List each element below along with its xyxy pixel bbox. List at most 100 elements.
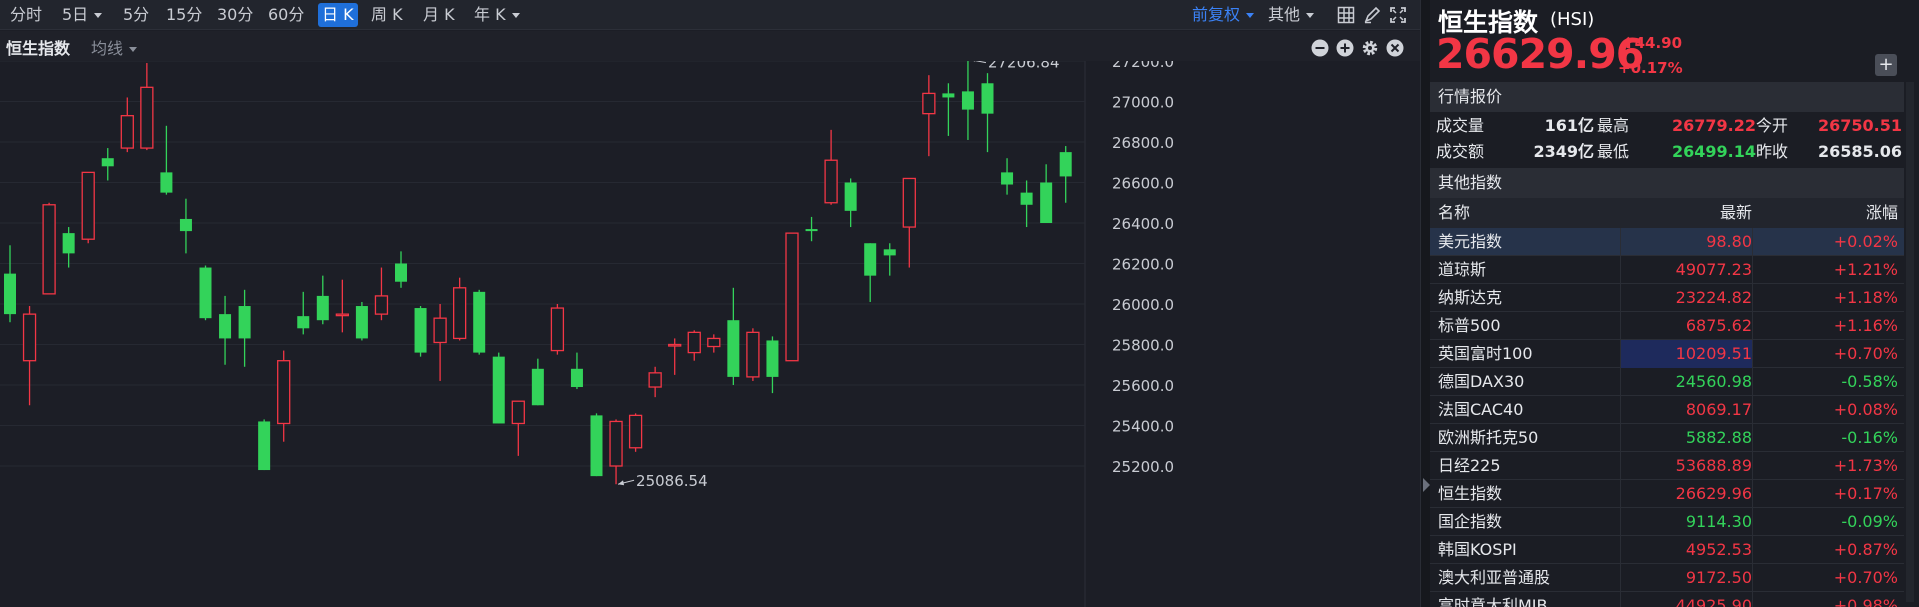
candle[interactable] (511, 400, 525, 456)
candle[interactable] (179, 198, 192, 254)
candle[interactable] (22, 306, 37, 406)
index-row[interactable]: 恒生指数 26629.96 +0.17% (1430, 480, 1904, 508)
candle[interactable] (355, 301, 368, 341)
adjust-dropdown[interactable]: 前复权 (1192, 3, 1255, 27)
zoom-in-icon[interactable] (1336, 39, 1354, 57)
layout-grid-icon[interactable] (1337, 6, 1355, 24)
ma-dropdown[interactable]: 均线 (91, 35, 138, 59)
timeframe-tab[interactable]: 日 K (318, 3, 358, 27)
candle[interactable] (42, 202, 56, 295)
timeframe-tab-label: 15分 (166, 5, 203, 24)
add-button[interactable]: + (1875, 54, 1897, 76)
candle[interactable] (1040, 164, 1053, 223)
candle[interactable] (707, 334, 721, 353)
candle[interactable] (766, 336, 779, 394)
candle[interactable] (590, 413, 603, 477)
candle[interactable] (922, 75, 936, 157)
chevron-right-icon[interactable] (1423, 478, 1430, 492)
candle[interactable] (258, 419, 271, 471)
candle[interactable] (687, 330, 701, 361)
candle[interactable] (1001, 158, 1014, 195)
scrollbar[interactable] (1906, 82, 1914, 602)
candle[interactable] (785, 232, 799, 362)
candle[interactable] (942, 83, 955, 136)
candle[interactable] (316, 275, 329, 325)
candle[interactable] (570, 352, 583, 390)
timeframe-tab[interactable]: 5日 (58, 3, 106, 27)
candle[interactable] (120, 97, 134, 153)
candle[interactable] (805, 216, 818, 242)
timeframe-tab[interactable]: 年 K (470, 3, 524, 27)
index-row[interactable]: 法国CAC40 8069.17 +0.08% (1430, 396, 1904, 424)
header-name[interactable]: 名称 (1438, 203, 1471, 222)
candle[interactable] (550, 304, 565, 355)
candle[interactable] (961, 61, 974, 140)
panel-splitter[interactable] (1420, 0, 1430, 607)
timeframe-tab[interactable]: 60分 (264, 3, 308, 27)
candle[interactable] (1020, 180, 1033, 228)
candle[interactable] (628, 413, 643, 452)
index-row[interactable]: 纳斯达克 23224.82 +1.18% (1430, 284, 1904, 312)
candle[interactable] (824, 129, 838, 205)
index-row[interactable]: 道琼斯 49077.23 +1.21% (1430, 256, 1904, 284)
header-pct[interactable]: 涨幅 (1865, 203, 1898, 222)
candle[interactable] (335, 279, 350, 333)
candle[interactable] (492, 352, 505, 424)
candle[interactable] (277, 350, 291, 442)
timeframe-tab[interactable]: 月 K (419, 3, 459, 27)
index-row[interactable]: 富时意大利MIB 44925.90 +0.98% (1430, 592, 1904, 607)
index-row[interactable]: 英国富时100 10209.51 +0.70% (1430, 340, 1904, 368)
timeframe-tab[interactable]: 分时 (6, 3, 46, 27)
candle[interactable] (531, 358, 544, 406)
other-dropdown[interactable]: 其他 (1268, 3, 1315, 27)
candle[interactable] (452, 277, 467, 341)
candle[interactable] (473, 289, 486, 355)
candle[interactable] (199, 265, 212, 321)
candle[interactable] (374, 267, 389, 321)
candle[interactable] (981, 73, 994, 153)
candle[interactable] (395, 251, 407, 288)
index-row[interactable]: 韩国KOSPI 4952.53 +0.87% (1430, 536, 1904, 564)
candle[interactable] (648, 366, 662, 398)
candle[interactable] (4, 245, 16, 323)
candle[interactable] (746, 328, 760, 381)
candle[interactable] (727, 287, 740, 385)
candle[interactable] (81, 171, 95, 244)
draw-pen-icon[interactable] (1363, 6, 1381, 24)
close-icon[interactable] (1386, 39, 1404, 57)
candle[interactable] (62, 227, 75, 268)
index-row[interactable]: 德国DAX30 24560.98 -0.58% (1430, 368, 1904, 396)
candle[interactable] (668, 338, 682, 375)
candle[interactable] (238, 289, 251, 367)
candle[interactable] (297, 291, 310, 335)
candle[interactable] (219, 295, 232, 365)
index-row[interactable]: 日经225 53688.89 +1.73% (1430, 452, 1904, 480)
timeframe-tab[interactable]: 30分 (213, 3, 257, 27)
candle[interactable] (902, 177, 916, 268)
candle[interactable] (864, 243, 877, 302)
candle[interactable] (1059, 146, 1072, 203)
candle[interactable] (160, 125, 173, 195)
candle[interactable] (101, 148, 114, 181)
candle[interactable] (433, 304, 447, 381)
timeframe-tab[interactable]: 15分 (162, 3, 206, 27)
candle[interactable] (609, 419, 623, 485)
index-row[interactable]: 欧洲斯托克50 5882.88 -0.16% (1430, 424, 1904, 452)
gear-icon[interactable] (1361, 39, 1379, 57)
index-row[interactable]: 美元指数 98.80 +0.02% (1430, 228, 1904, 256)
candlestick-chart[interactable]: 27200.0 27000.0 26800.0 26600.0 26400.0 26200… (0, 61, 1420, 607)
fullscreen-icon[interactable] (1389, 6, 1407, 24)
candle-body (62, 233, 75, 254)
zoom-out-icon[interactable] (1311, 39, 1329, 57)
candle[interactable] (883, 243, 896, 276)
candle[interactable] (844, 178, 857, 228)
candle[interactable] (414, 306, 427, 357)
timeframe-tab[interactable]: 5分 (119, 3, 153, 27)
timeframe-tab[interactable]: 周 K (367, 3, 407, 27)
header-last[interactable]: 最新 (1719, 203, 1752, 222)
candle[interactable] (140, 63, 154, 151)
stat-label: 最高 (1597, 116, 1630, 135)
index-row[interactable]: 国企指数 9114.30 -0.09% (1430, 508, 1904, 536)
index-row[interactable]: 澳大利亚普通股 9172.50 +0.70% (1430, 564, 1904, 592)
index-row[interactable]: 标普500 6875.62 +1.16% (1430, 312, 1904, 340)
